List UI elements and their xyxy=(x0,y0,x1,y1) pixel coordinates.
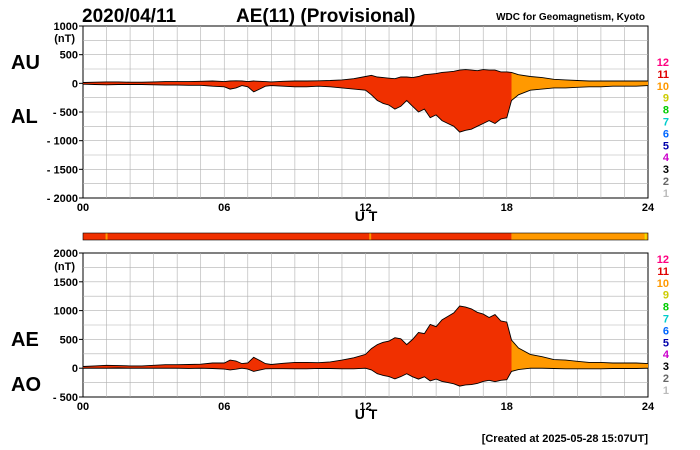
x-tick-label: 00 xyxy=(77,202,89,214)
legend-station-count: 6 xyxy=(663,325,669,337)
y-tick-label: 2000 xyxy=(54,248,78,260)
ae-ao-y-tick-labels: 2000 1500 1000 500 0 - 500 xyxy=(53,248,83,404)
y-tick-label: - 500 xyxy=(53,107,78,119)
au-al-panel: 1000 500 0 - 500 - 1000 - 1500 - 2000 00 06 12 18… xyxy=(11,21,655,224)
legend-station-count: 3 xyxy=(663,164,669,176)
ae-ao-panel: 2000 1500 1000 500 0 - 500 00 06 12 18 24 (nT) AE… xyxy=(11,248,655,422)
legend-station-count: 1 xyxy=(663,385,669,397)
legend-station-count: 8 xyxy=(663,105,669,117)
legend-station-count: 6 xyxy=(663,128,669,140)
y-tick-label: 500 xyxy=(60,334,78,346)
y-tick-label: - 1000 xyxy=(47,136,78,148)
x-tick-label: 18 xyxy=(501,401,513,413)
p2-area-after xyxy=(511,340,648,372)
legend-station-count: 9 xyxy=(663,93,669,105)
legend-station-count: 5 xyxy=(663,140,669,152)
station-bar-mark xyxy=(105,233,108,240)
legend-station-count: 10 xyxy=(657,81,669,93)
legend-station-count: 7 xyxy=(663,117,669,129)
y-tick-label: - 2000 xyxy=(47,193,78,205)
ae-label: AE xyxy=(11,329,39,351)
au-al-grid xyxy=(83,26,648,198)
p2-upper-series-line xyxy=(82,305,649,367)
au-al-unit: (nT) xyxy=(54,33,75,45)
ae-ao-unit: (nT) xyxy=(54,261,75,273)
au-al-x-axis-label: U T xyxy=(355,208,378,224)
station-bar-mark xyxy=(644,233,647,240)
x-tick-label: 12 xyxy=(359,202,371,214)
p2-area-before xyxy=(83,306,512,387)
legend-station-count: 8 xyxy=(663,302,669,314)
p2-lower-series-line xyxy=(83,367,649,387)
legend-station-count: 12 xyxy=(657,57,669,69)
station-bar-mark xyxy=(369,233,372,240)
ae-ao-grid xyxy=(83,253,648,397)
y-tick-label: 1000 xyxy=(54,306,78,318)
station-count-bar xyxy=(82,232,649,241)
legend-station-count: 1 xyxy=(663,188,669,200)
legend-station-count: 2 xyxy=(663,176,669,188)
y-tick-label: 0 xyxy=(72,78,78,90)
x-tick-label: 06 xyxy=(218,202,230,214)
legend-station-count: 3 xyxy=(663,361,669,373)
chart-title: AE(11) (Provisional) xyxy=(236,6,416,27)
au-al-x-tick-labels: 00 06 12 18 24 xyxy=(77,202,655,214)
legend-station-count: 11 xyxy=(657,69,669,81)
legend-station-count: 4 xyxy=(663,349,670,361)
y-tick-label: 500 xyxy=(60,50,78,62)
legend-station-count: 11 xyxy=(657,266,669,278)
y-tick-label: - 1500 xyxy=(47,164,78,176)
p1-area-after xyxy=(511,72,648,101)
date-label: 2020/04/11 xyxy=(82,6,176,27)
ae-ao-x-tick-labels: 00 06 12 18 24 xyxy=(77,401,655,413)
au-label: AU xyxy=(11,52,40,74)
station-bar-outline xyxy=(82,232,649,241)
y-tick-label: 1500 xyxy=(54,277,78,289)
legend-station-count: 2 xyxy=(663,373,669,385)
station-bar-segment xyxy=(511,233,648,240)
x-tick-label: 24 xyxy=(642,202,655,214)
created-timestamp: [Created at 2025-05-28 15:07UT] xyxy=(482,433,649,445)
ae-ao-areas xyxy=(82,305,649,387)
ao-label: AO xyxy=(11,374,41,396)
legend-station-count: 12 xyxy=(657,254,669,266)
x-tick-label: 06 xyxy=(218,401,230,413)
x-tick-label: 24 xyxy=(642,401,655,413)
legend-station-count: 9 xyxy=(663,290,669,302)
legend-station-count: 10 xyxy=(657,278,669,290)
legend-station-count: 5 xyxy=(663,337,669,349)
au-al-y-tick-labels: 1000 500 0 - 500 - 1000 - 1500 - 2000 xyxy=(47,21,83,205)
station-bar-segment xyxy=(83,233,512,240)
y-tick-label: 1000 xyxy=(54,21,78,33)
p1-upper-series-line xyxy=(82,69,648,83)
y-tick-label: - 500 xyxy=(53,392,78,404)
legend-station-count: 7 xyxy=(663,314,669,326)
source-label: WDC for Geomagnetism, Kyoto xyxy=(496,12,645,23)
ae-ao-x-axis-label: U T xyxy=(355,406,378,422)
x-tick-label: 18 xyxy=(501,202,513,214)
x-tick-label: 12 xyxy=(359,401,371,413)
p1-lower-series-line xyxy=(82,83,649,133)
au-al-areas xyxy=(82,69,649,133)
y-tick-label: 0 xyxy=(72,363,78,375)
al-label: AL xyxy=(11,106,38,128)
x-tick-label: 00 xyxy=(77,401,89,413)
legend-station-count: 4 xyxy=(663,152,670,164)
